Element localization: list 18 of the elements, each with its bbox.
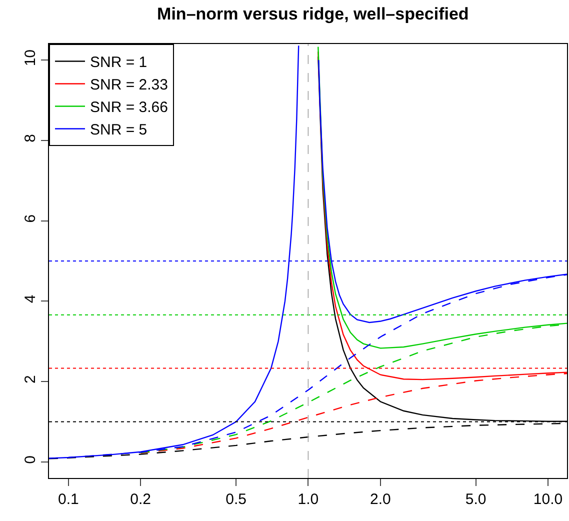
x-tick-label: 10.0 [533, 491, 563, 508]
y-tick-label: 10 [22, 49, 39, 66]
x-tick-label: 1.0 [298, 491, 319, 508]
y-tick-label: 8 [22, 134, 39, 142]
legend-label: SNR = 3.66 [90, 99, 168, 116]
x-tick-label: 2.0 [370, 491, 391, 508]
y-tick-label: 0 [22, 456, 39, 464]
y-tick-label: 2 [22, 375, 39, 384]
legend-label: SNR = 1 [90, 54, 148, 72]
chart-title: Min–norm versus ridge, well–specified [157, 4, 469, 24]
x-tick-label: 0.5 [226, 491, 246, 508]
legend-label: SNR = 2.33 [90, 76, 168, 94]
x-tick-label: 0.2 [130, 491, 152, 508]
legend-label: SNR = 5 [90, 122, 148, 139]
y-tick-label: 4 [22, 294, 39, 304]
x-tick-label: 0.1 [58, 491, 79, 508]
x-tick-label: 5.0 [465, 491, 486, 508]
y-tick-label: 6 [22, 214, 39, 223]
